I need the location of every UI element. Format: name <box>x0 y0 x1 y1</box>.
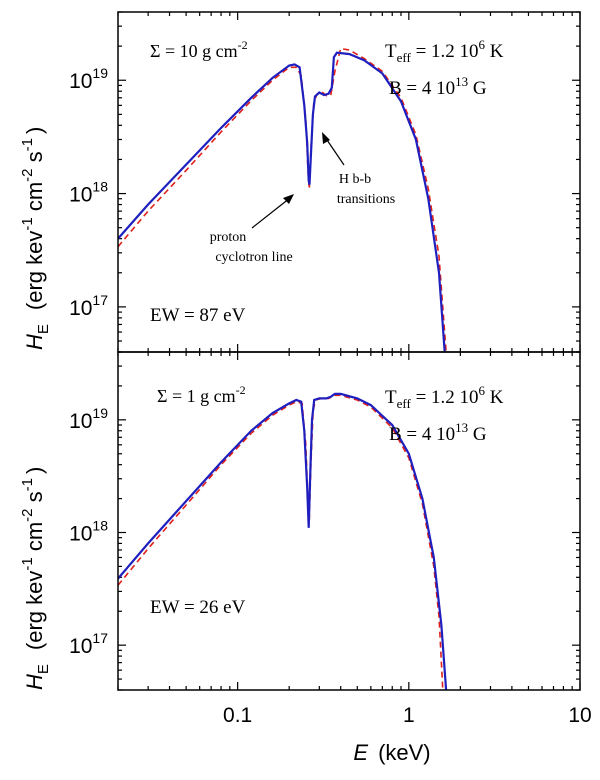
bottom-teff-annotation: Teff = 1.2 106 K <box>385 383 504 411</box>
top-sigma-annotation: Σ = 10 g cm-2 <box>150 38 248 61</box>
y-tick-label: 1019 <box>69 65 108 93</box>
bottom-sigma-annotation: Σ = 1 g cm-2 <box>157 383 246 406</box>
top-b-annotation: B = 4 1013 G <box>389 74 487 99</box>
top-fit-curve <box>118 47 447 352</box>
proton-label: proton <box>210 230 247 245</box>
y-tick-label: 1018 <box>69 179 108 207</box>
transitions-label: transitions <box>337 192 395 207</box>
x-axis-label: E (keV) <box>353 740 430 765</box>
top-teff-annotation: Teff = 1.2 106 K <box>385 37 504 65</box>
bottom-model-curve <box>118 392 448 690</box>
cyclotron-label: cyclotron line <box>215 250 292 265</box>
y-tick-label: 1017 <box>69 630 108 658</box>
bottom-y-tick-labels: 1017 1018 1019 <box>69 405 108 658</box>
bottom-fit-curve <box>118 394 444 690</box>
hbb-label: H b-b <box>339 172 371 187</box>
bottom-plot-frame <box>117 351 581 691</box>
y-tick-label: 1019 <box>69 405 108 433</box>
top-y-axis-label: HE(erg kev-1 cm-2 s-1) <box>19 127 52 350</box>
x-tick-label: 0.1 <box>223 704 252 727</box>
bottom-b-annotation: B = 4 1013 G <box>389 420 487 445</box>
cyclotron-arrow <box>251 194 294 229</box>
top-model-curve <box>118 51 446 352</box>
top-panel: 1017 1018 1019 Σ = 10 g cm-2 Teff = 1.2 10… <box>69 11 581 353</box>
svg-text:HE(erg kev-1 cm-2 s-1): HE(erg kev-1 cm-2 s-1) <box>19 127 52 350</box>
bottom-x-tick-labels: 0.1 1 10 <box>223 704 592 727</box>
top-ew-annotation: EW = 87 eV <box>150 305 246 326</box>
bottom-y-axis-label: HE(erg kev-1 cm-2 s-1) <box>19 467 52 690</box>
bottom-panel: 1017 1018 1019 0.1 1 10 Σ = 1 g cm-2 Teff = … <box>69 351 592 727</box>
x-tick-label: 10 <box>568 704 591 727</box>
svg-text:HE(erg kev-1 cm-2 s-1): HE(erg kev-1 cm-2 s-1) <box>19 467 52 690</box>
y-tick-label: 1018 <box>69 517 108 545</box>
transitions-arrow <box>322 132 345 166</box>
top-y-tick-labels: 1017 1018 1019 <box>69 65 108 320</box>
x-tick-label: 1 <box>403 704 415 727</box>
y-tick-label: 1017 <box>69 292 108 320</box>
bottom-ew-annotation: EW = 26 eV <box>150 597 246 618</box>
